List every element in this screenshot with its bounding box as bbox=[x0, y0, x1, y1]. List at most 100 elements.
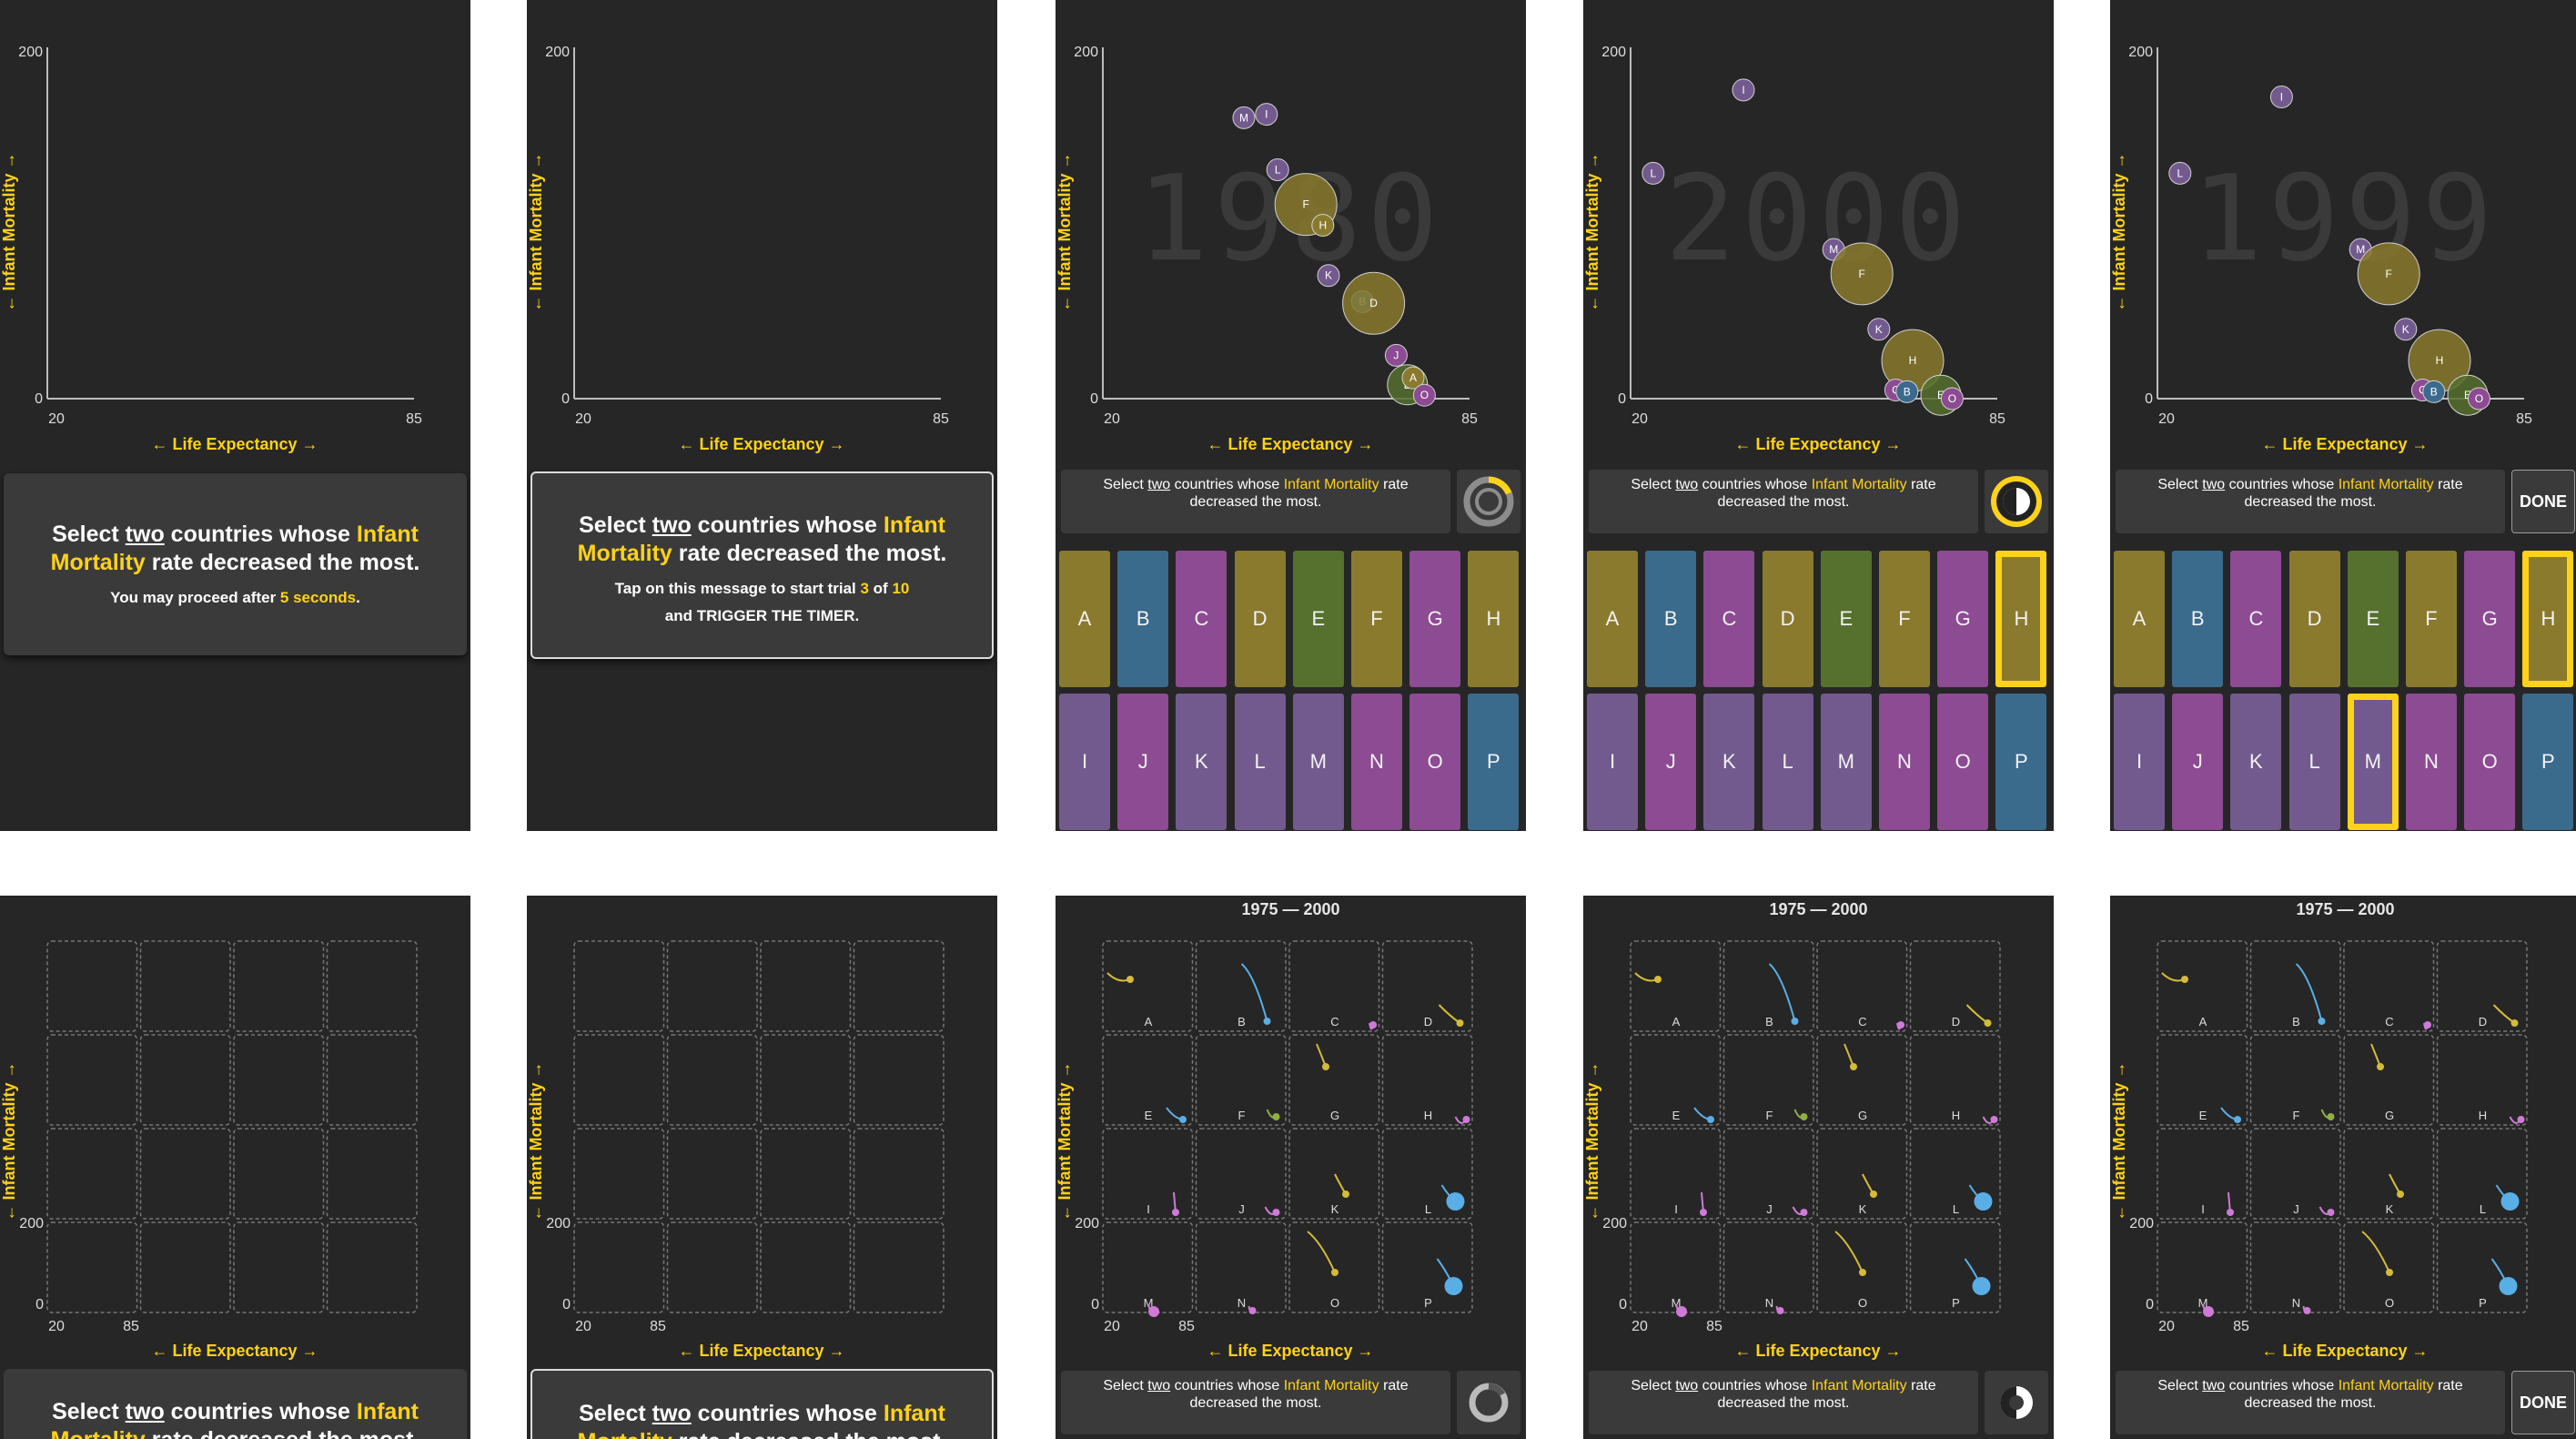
country-button-P[interactable]: P bbox=[1995, 694, 2047, 830]
grid-cell-H[interactable]: H bbox=[1909, 1034, 2001, 1126]
grid-cell-B[interactable]: B bbox=[2249, 940, 2341, 1032]
country-button-D[interactable]: D bbox=[1762, 551, 1813, 687]
grid-cell-F[interactable]: F bbox=[2249, 1034, 2341, 1126]
country-button-F[interactable]: F bbox=[1879, 551, 1930, 687]
bubble-H[interactable]: H bbox=[1311, 214, 1335, 237]
bubble-K[interactable]: K bbox=[2394, 318, 2418, 341]
bubble-D[interactable]: D bbox=[1342, 271, 1406, 335]
country-button-O[interactable]: O bbox=[1409, 694, 1461, 830]
grid-cell-J[interactable]: J bbox=[1195, 1128, 1287, 1220]
grid-cell-K[interactable] bbox=[233, 1128, 325, 1220]
start-trial-card[interactable]: Select two countries whose Infant Mortal… bbox=[530, 1369, 994, 1439]
grid-cell-B[interactable]: B bbox=[1195, 940, 1287, 1032]
grid-cell-I[interactable]: I bbox=[1630, 1128, 1722, 1220]
grid-cell-E[interactable]: E bbox=[1630, 1034, 1722, 1126]
grid-cell-A[interactable]: A bbox=[1102, 940, 1194, 1032]
country-button-K[interactable]: K bbox=[2230, 694, 2282, 830]
grid-cell-G[interactable]: G bbox=[2343, 1034, 2435, 1126]
bubble-I[interactable]: I bbox=[2269, 86, 2293, 109]
grid-cell-E[interactable] bbox=[46, 1034, 138, 1126]
grid-cell-D[interactable] bbox=[853, 940, 945, 1032]
grid-cell-M[interactable]: M bbox=[1102, 1221, 1194, 1317]
country-button-J[interactable]: J bbox=[1645, 694, 1697, 830]
bubble-K[interactable]: K bbox=[1867, 318, 1891, 341]
grid-cell-H[interactable]: H bbox=[2436, 1034, 2528, 1126]
grid-cell-H[interactable] bbox=[326, 1034, 418, 1126]
country-button-E[interactable]: E bbox=[1820, 551, 1872, 687]
country-button-N[interactable]: N bbox=[1351, 694, 1402, 830]
grid-cell-E[interactable]: E bbox=[1102, 1034, 1194, 1126]
bubble-O[interactable]: O bbox=[1412, 383, 1436, 407]
grid-cell-I[interactable]: I bbox=[2157, 1128, 2248, 1220]
bubble-O[interactable]: O bbox=[1940, 387, 1964, 410]
country-button-A[interactable]: A bbox=[1587, 551, 1638, 687]
grid-cell-F[interactable]: F bbox=[1195, 1034, 1287, 1126]
country-button-H[interactable]: H bbox=[2522, 551, 2574, 687]
bubble-J[interactable]: J bbox=[1384, 343, 1408, 367]
grid-cell-I[interactable] bbox=[46, 1128, 138, 1220]
grid-cell-C[interactable]: C bbox=[2343, 940, 2435, 1032]
country-button-F[interactable]: F bbox=[1351, 551, 1402, 687]
grid-cell-B[interactable] bbox=[666, 940, 758, 1032]
grid-cell-B[interactable]: B bbox=[1722, 940, 1814, 1032]
country-button-I[interactable]: I bbox=[2114, 694, 2165, 830]
grid-cell-D[interactable]: D bbox=[1909, 940, 2001, 1032]
country-button-K[interactable]: K bbox=[1703, 694, 1755, 830]
grid-cell-F[interactable] bbox=[139, 1034, 231, 1126]
grid-cell-C[interactable] bbox=[760, 940, 852, 1032]
grid-cell-M[interactable]: M bbox=[2157, 1221, 2248, 1317]
grid-cell-A[interactable]: A bbox=[1630, 940, 1722, 1032]
country-button-M[interactable]: M bbox=[2347, 694, 2399, 830]
country-button-A[interactable]: A bbox=[1059, 551, 1110, 687]
bubble-I[interactable]: I bbox=[1255, 103, 1278, 127]
grid-cell-N[interactable]: N bbox=[1195, 1221, 1287, 1314]
country-button-O[interactable]: O bbox=[1937, 694, 1989, 830]
done-button[interactable]: DONE bbox=[2511, 1371, 2575, 1434]
country-button-E[interactable]: E bbox=[1292, 551, 1344, 687]
grid-cell-O[interactable]: O bbox=[1288, 1221, 1380, 1313]
country-button-N[interactable]: N bbox=[2406, 694, 2457, 830]
bubble-F[interactable]: F bbox=[1830, 242, 1894, 306]
bubble-L[interactable]: L bbox=[1266, 158, 1289, 182]
grid-cell-J[interactable]: J bbox=[1722, 1128, 1814, 1220]
grid-cell-P[interactable]: P bbox=[2436, 1221, 2528, 1313]
grid-cell-C[interactable] bbox=[233, 940, 325, 1032]
grid-cell-C[interactable]: C bbox=[1288, 940, 1380, 1032]
grid-cell-P[interactable] bbox=[326, 1221, 418, 1313]
grid-cell-G[interactable]: G bbox=[1816, 1034, 1908, 1126]
grid-cell-N[interactable]: N bbox=[2249, 1221, 2341, 1314]
bubble-F[interactable]: F bbox=[2357, 242, 2420, 306]
grid-cell-M[interactable]: M bbox=[1630, 1221, 1722, 1317]
country-button-G[interactable]: G bbox=[2464, 551, 2516, 687]
grid-cell-K[interactable] bbox=[760, 1128, 852, 1220]
country-button-H[interactable]: H bbox=[1468, 551, 1520, 687]
bubble-B[interactable]: B bbox=[2422, 380, 2446, 403]
grid-cell-G[interactable] bbox=[760, 1034, 852, 1126]
grid-cell-O[interactable]: O bbox=[1816, 1221, 1908, 1313]
grid-cell-O[interactable] bbox=[233, 1221, 325, 1313]
grid-cell-A[interactable] bbox=[46, 940, 138, 1032]
grid-cell-L[interactable]: L bbox=[1909, 1128, 2001, 1220]
grid-cell-F[interactable] bbox=[666, 1034, 758, 1126]
grid-cell-E[interactable]: E bbox=[2157, 1034, 2248, 1126]
grid-cell-J[interactable] bbox=[666, 1128, 758, 1220]
grid-cell-M[interactable] bbox=[46, 1221, 138, 1313]
country-button-C[interactable]: C bbox=[1703, 551, 1755, 687]
grid-cell-I[interactable] bbox=[573, 1128, 665, 1220]
grid-cell-N[interactable] bbox=[666, 1221, 758, 1313]
country-button-J[interactable]: J bbox=[2172, 694, 2224, 830]
country-button-J[interactable]: J bbox=[1117, 694, 1169, 830]
country-button-K[interactable]: K bbox=[1176, 694, 1227, 830]
grid-cell-L[interactable] bbox=[326, 1128, 418, 1220]
grid-cell-D[interactable] bbox=[326, 940, 418, 1032]
country-button-M[interactable]: M bbox=[1292, 694, 1344, 830]
country-button-L[interactable]: L bbox=[2288, 694, 2340, 830]
grid-cell-N[interactable] bbox=[139, 1221, 231, 1313]
bubble-B[interactable]: B bbox=[1895, 380, 1919, 403]
country-button-D[interactable]: D bbox=[2288, 551, 2340, 687]
grid-cell-N[interactable]: N bbox=[1722, 1221, 1814, 1314]
grid-cell-A[interactable]: A bbox=[2157, 940, 2248, 1032]
grid-cell-A[interactable] bbox=[573, 940, 665, 1032]
country-button-B[interactable]: B bbox=[1645, 551, 1697, 687]
country-button-C[interactable]: C bbox=[1176, 551, 1227, 687]
